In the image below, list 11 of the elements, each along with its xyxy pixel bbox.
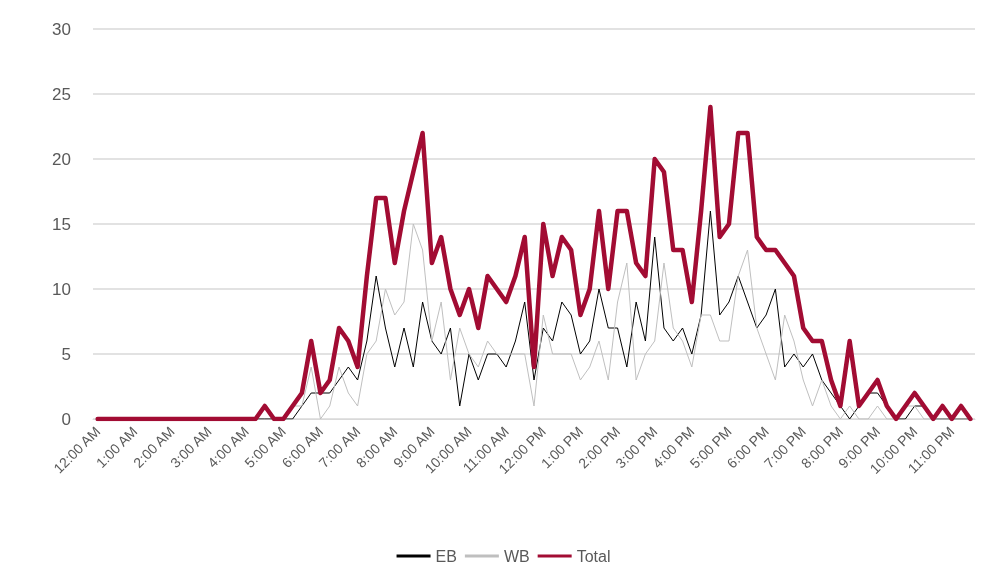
y-tick-label: 0 [61,409,71,429]
legend-label: WB [503,547,530,565]
legend-label: EB [435,547,457,565]
y-tick-label: 30 [52,19,71,39]
y-tick-label: 20 [52,149,71,169]
y-tick-label: 5 [61,344,71,364]
y-tick-label: 25 [52,84,71,104]
line-series [95,104,973,422]
legend-label: Total [576,547,611,565]
y-tick-label: 15 [52,214,71,234]
y-tick-label: 10 [52,279,71,299]
